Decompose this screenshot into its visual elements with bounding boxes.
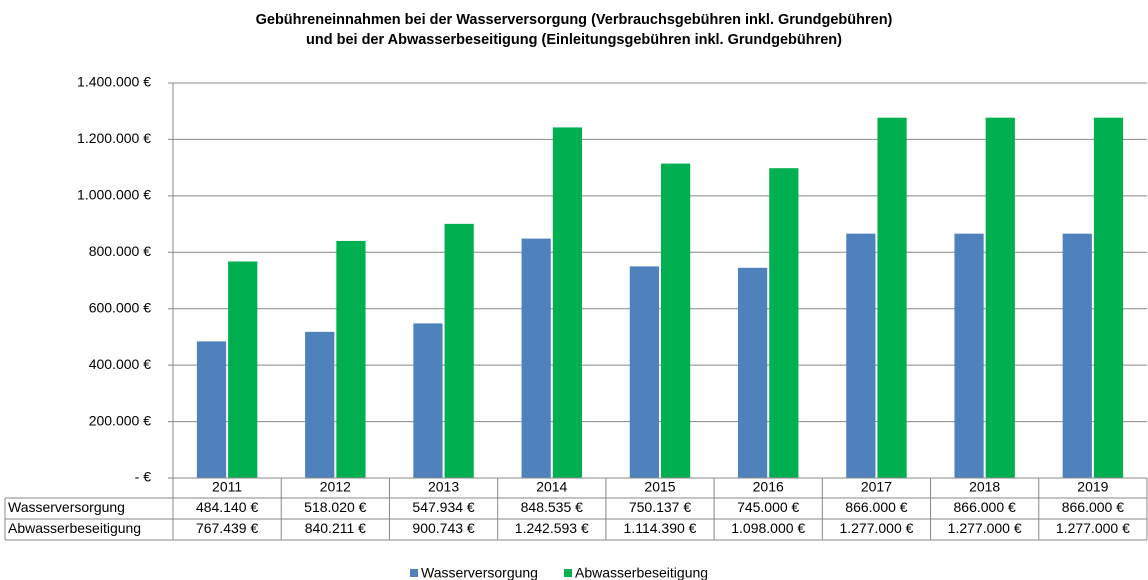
table-cell: 745.000 € <box>737 499 799 515</box>
bar <box>1093 117 1124 478</box>
chart-title: Gebühreneinnahmen bei der Wasserversorgu… <box>256 12 893 28</box>
table-cell: 900.743 € <box>412 520 474 536</box>
table-cell: 1.114.390 € <box>624 520 697 536</box>
bar <box>336 240 366 478</box>
y-tick-label: - € <box>135 469 152 485</box>
table-cell: 547.934 € <box>412 499 474 515</box>
y-tick-label: 1.000.000 € <box>77 187 151 203</box>
legend-swatch <box>563 569 572 577</box>
table-cell: 1.242.593 € <box>515 520 589 536</box>
table-row-label: Wasserversorgung <box>8 499 125 515</box>
bar <box>1062 233 1092 478</box>
x-tick-label: 2017 <box>861 479 892 495</box>
bar <box>954 233 984 478</box>
x-tick-label: 2015 <box>644 479 675 495</box>
x-tick-label: 2014 <box>536 479 567 495</box>
chart-title: und bei der Abwasserbeseitigung (Einleit… <box>306 32 842 48</box>
bar <box>305 331 335 478</box>
bar <box>629 266 659 478</box>
legend-label: Wasserversorgung <box>421 565 538 580</box>
bar <box>444 223 474 478</box>
bar <box>985 117 1015 478</box>
bar <box>552 127 582 479</box>
x-tick-label: 2013 <box>428 479 459 495</box>
table-cell: 1.098.000 € <box>731 520 805 536</box>
y-tick-label: 800.000 € <box>89 243 151 259</box>
bar <box>846 233 876 478</box>
legend-label: Abwasserbeseitigung <box>575 565 708 580</box>
legend-swatch <box>410 569 418 577</box>
bar <box>877 117 907 478</box>
bar <box>228 261 258 478</box>
bar <box>738 267 768 478</box>
x-tick-label: 2019 <box>1077 479 1108 495</box>
table-cell: 866.000 € <box>954 499 1016 515</box>
table-cell: 750.137 € <box>629 499 691 515</box>
bar <box>413 323 443 478</box>
table-cell: 866.000 € <box>1062 499 1124 515</box>
table-row-label: Abwasserbeseitigung <box>8 520 141 536</box>
x-tick-label: 2011 <box>212 479 242 495</box>
y-tick-label: 1.400.000 € <box>77 74 151 90</box>
table-cell: 848.535 € <box>521 499 583 515</box>
x-tick-label: 2016 <box>753 479 784 495</box>
x-tick-label: 2018 <box>969 479 1000 495</box>
bar <box>769 168 799 478</box>
table-cell: 484.140 € <box>196 499 258 515</box>
table-cell: 1.277.000 € <box>948 520 1022 536</box>
table-cell: 1.277.000 € <box>1056 520 1130 536</box>
y-tick-label: 1.200.000 € <box>77 130 151 146</box>
x-tick-label: 2012 <box>320 479 351 495</box>
y-tick-label: 600.000 € <box>89 299 151 315</box>
bar <box>521 238 551 478</box>
table-cell: 767.439 € <box>196 520 258 536</box>
bar <box>196 341 227 478</box>
table-cell: 840.211 € <box>305 520 366 536</box>
table-cell: 1.277.000 € <box>839 520 913 536</box>
y-tick-label: 200.000 € <box>89 412 151 428</box>
table-cell: 866.000 € <box>845 499 907 515</box>
y-tick-label: 400.000 € <box>89 356 151 372</box>
bar <box>661 163 691 478</box>
table-cell: 518.020 € <box>304 499 366 515</box>
